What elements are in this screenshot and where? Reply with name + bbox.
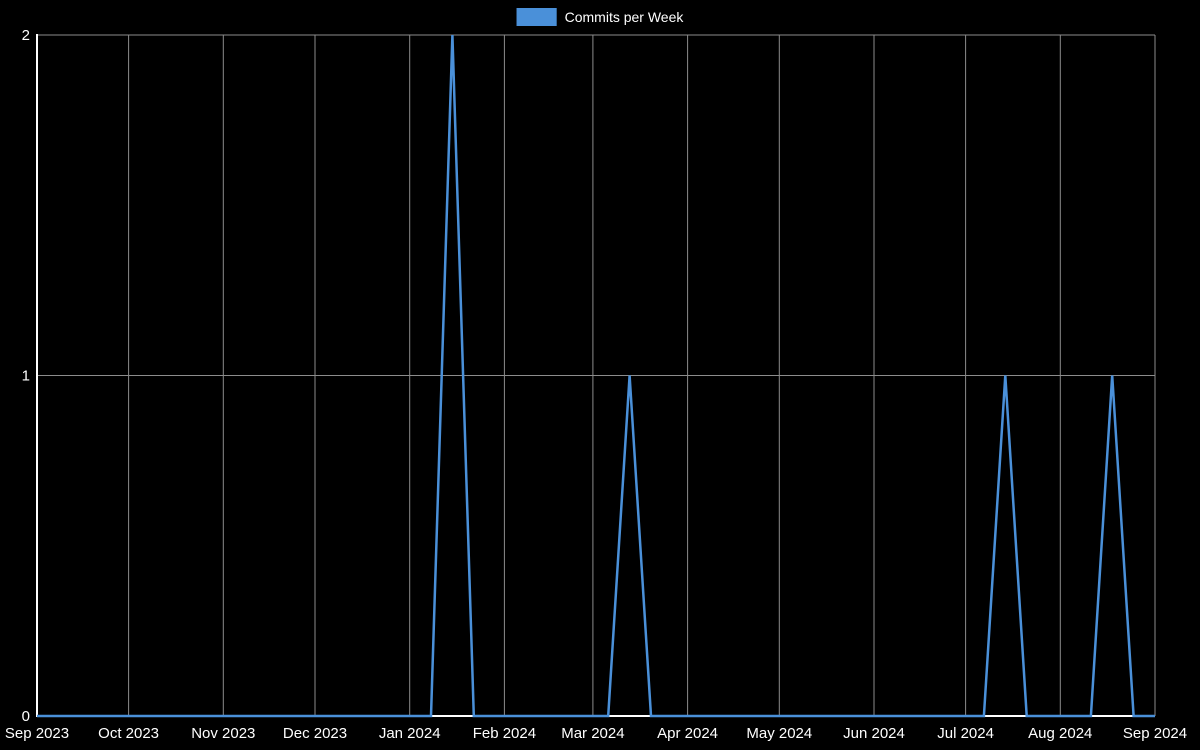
x-tick-label: Jun 2024 xyxy=(843,725,905,742)
legend-swatch xyxy=(516,8,557,26)
x-tick-label: Jan 2024 xyxy=(379,725,441,742)
x-tick-label: Mar 2024 xyxy=(561,725,624,742)
x-tick-label: Oct 2023 xyxy=(98,725,159,742)
x-tick-label: Feb 2024 xyxy=(473,725,536,742)
x-tick-label: Sep 2023 xyxy=(5,725,69,742)
y-tick-label: 0 xyxy=(22,708,30,725)
x-tick-label: Sep 2024 xyxy=(1123,725,1187,742)
chart-legend[interactable]: Commits per Week xyxy=(516,8,684,26)
x-tick-label: May 2024 xyxy=(746,725,812,742)
x-tick-label: Aug 2024 xyxy=(1028,725,1092,742)
y-tick-label: 2 xyxy=(22,27,30,44)
y-tick-label: 1 xyxy=(22,368,30,385)
legend-label: Commits per Week xyxy=(564,9,684,25)
x-tick-label: Apr 2024 xyxy=(657,725,718,742)
x-tick-label: Nov 2023 xyxy=(191,725,255,742)
x-tick-label: Dec 2023 xyxy=(283,725,347,742)
commits-line xyxy=(37,34,1155,718)
x-tick-label: Jul 2024 xyxy=(937,725,994,742)
